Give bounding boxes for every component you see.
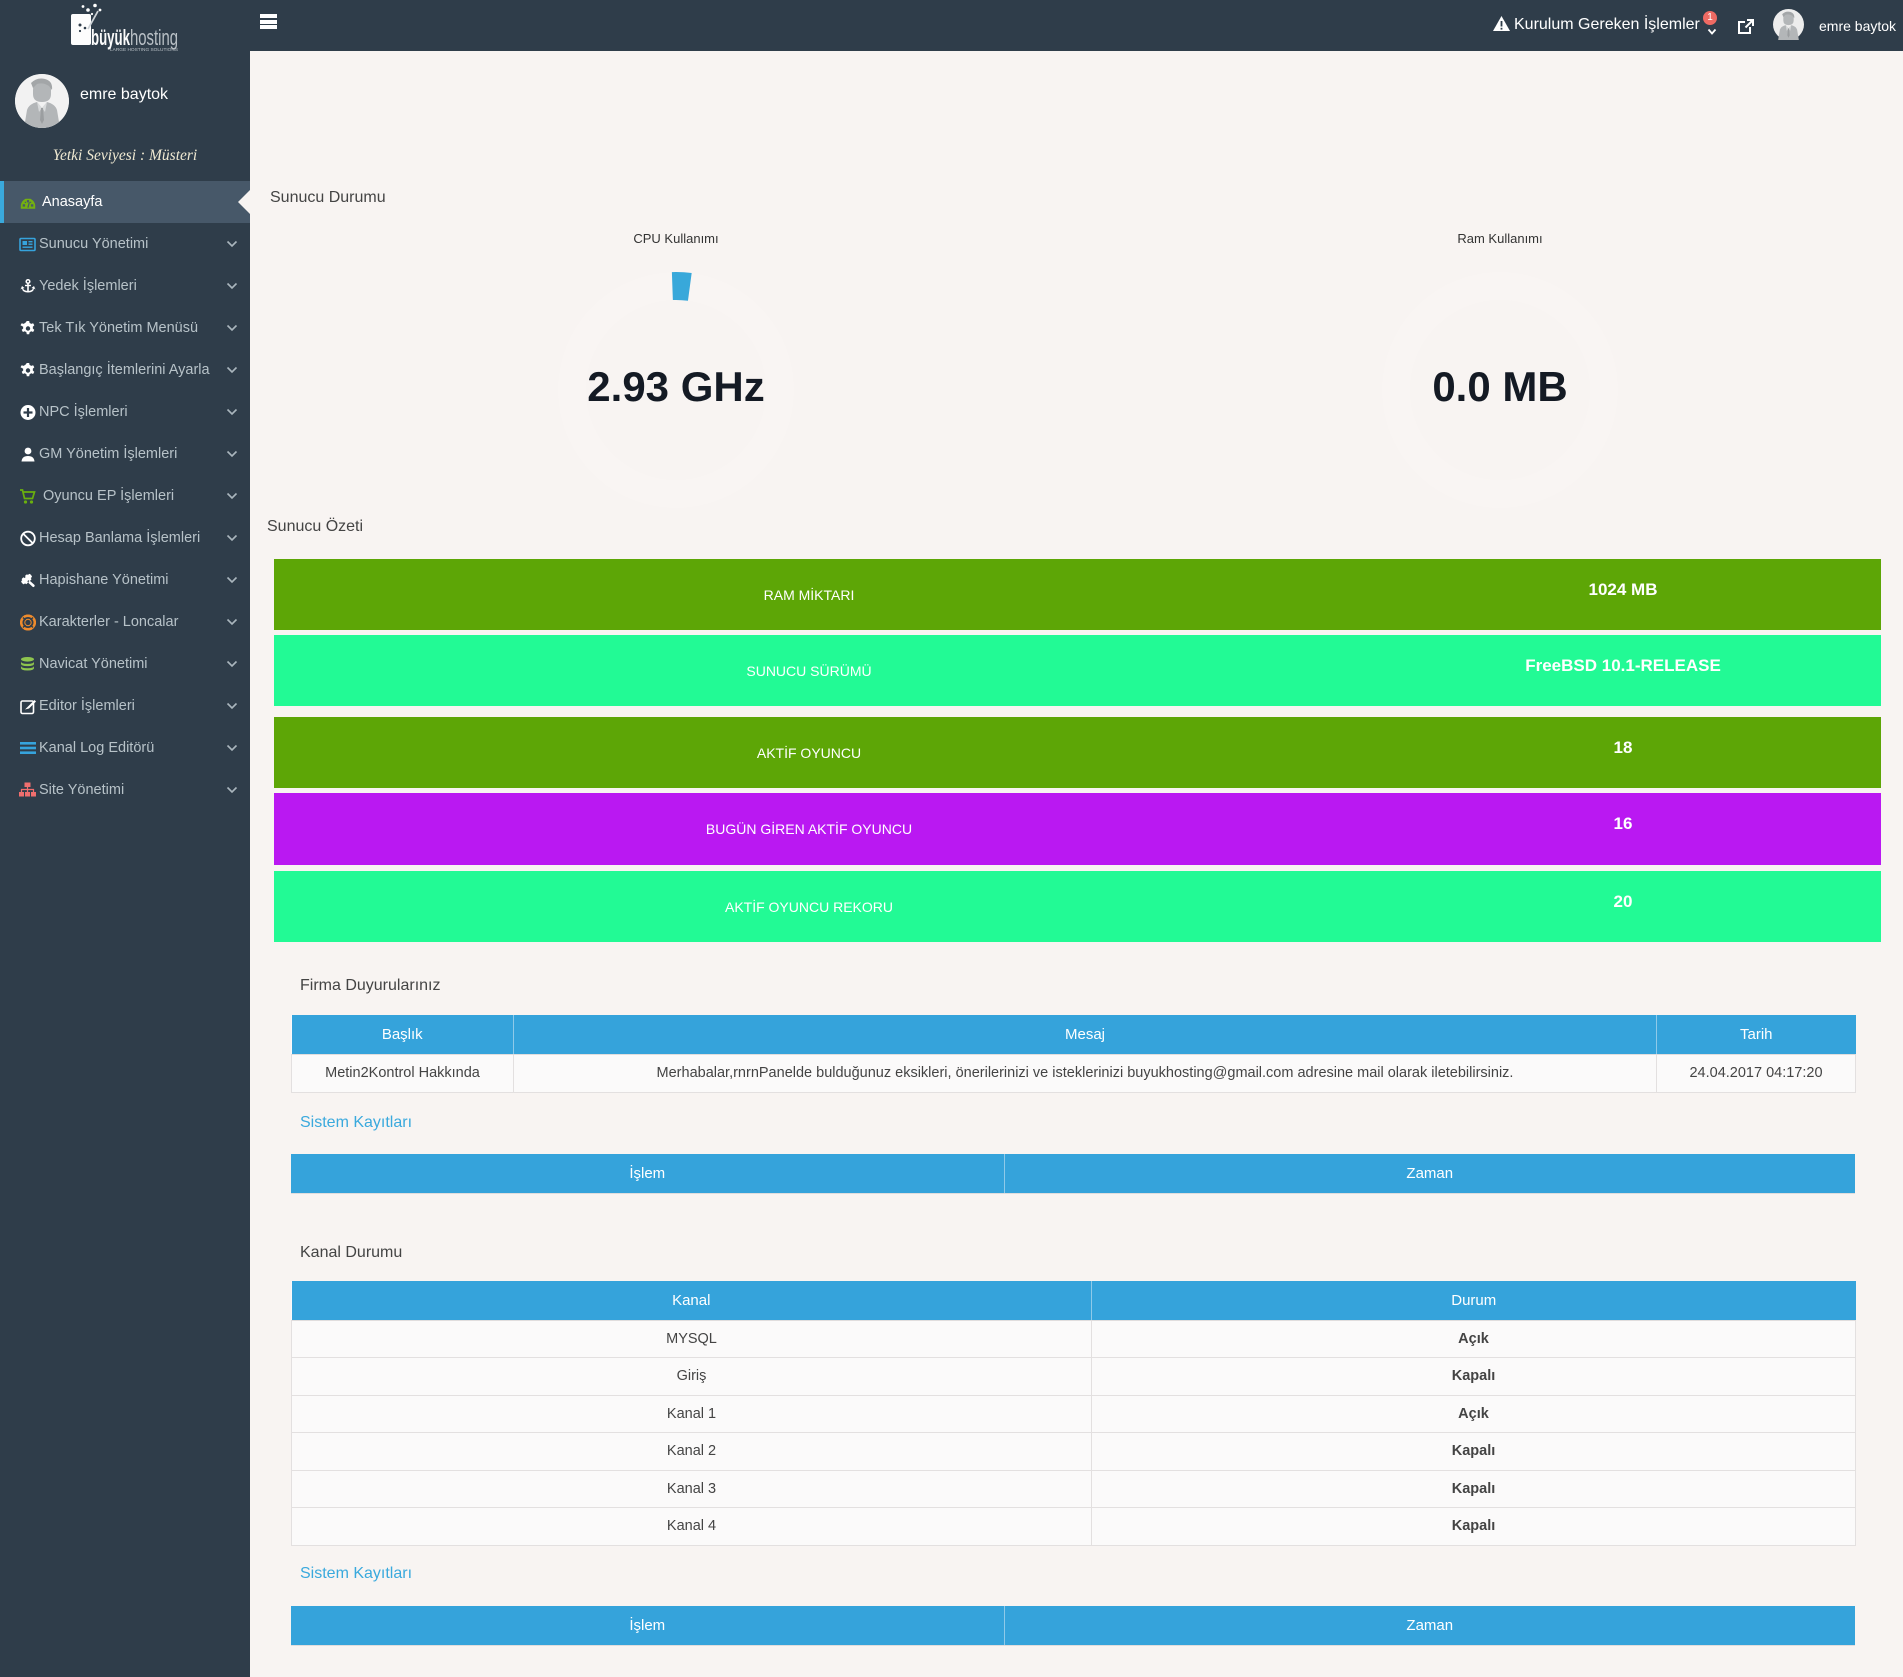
svg-text:hosting: hosting — [130, 25, 178, 50]
svg-text:LARGE HOSTING SOLUTIONS: LARGE HOSTING SOLUTIONS — [110, 47, 178, 52]
svg-text:büyük: büyük — [91, 25, 130, 50]
